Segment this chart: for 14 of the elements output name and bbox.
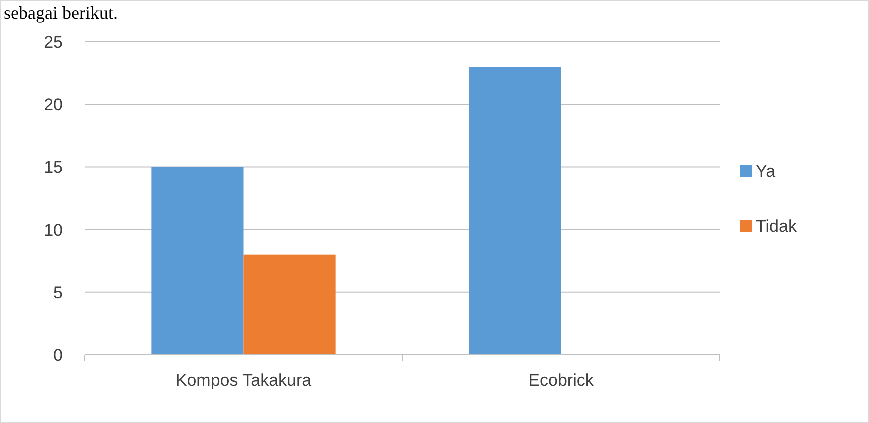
- y-tick-label: 5: [54, 283, 63, 302]
- y-tick-label: 15: [44, 158, 63, 178]
- y-tick-label: 25: [44, 32, 63, 52]
- bar: [469, 67, 562, 355]
- bar: [152, 167, 244, 355]
- text: sebagai berikut.: [4, 3, 118, 23]
- x-tick-label: Ecobrick: [528, 371, 594, 390]
- y-tick-label: 10: [44, 220, 63, 240]
- y-tick-label: 20: [44, 96, 63, 115]
- bar: [244, 254, 336, 355]
- y-tick-label: 0: [54, 346, 63, 365]
- legend-label: Tidak: [756, 216, 798, 236]
- legend-label: Ya: [756, 162, 776, 181]
- x-tick-label: Kompos Takakura: [176, 371, 312, 390]
